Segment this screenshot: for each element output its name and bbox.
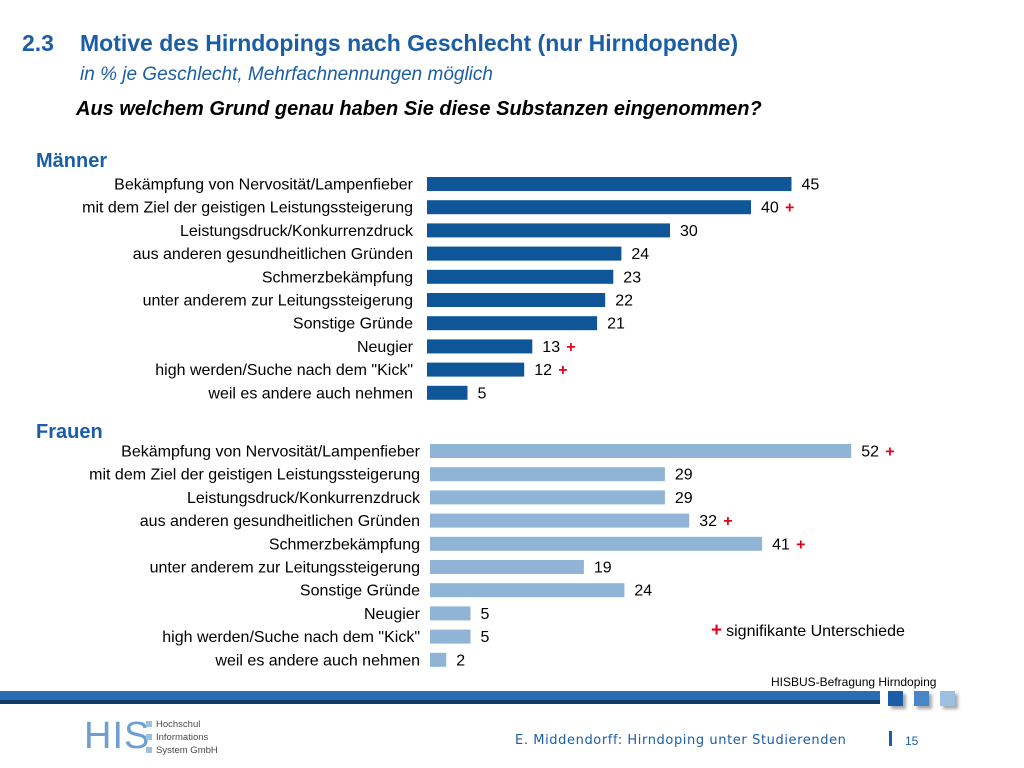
category-label-frauen-9: weil es andere auch nehmen xyxy=(214,652,420,669)
category-label-maenner-2: Leistungsdruck/Konkurrenzdruck xyxy=(180,223,414,240)
bar-maenner-3 xyxy=(427,246,622,261)
bar-maenner-8 xyxy=(427,362,525,377)
footer-separator xyxy=(889,731,892,746)
significance-plus-icon-maenner-8: + xyxy=(558,362,567,379)
category-label-frauen-6: Sonstige Gründe xyxy=(300,583,420,600)
bar-frauen-6 xyxy=(430,583,625,598)
value-label-frauen-3: 32 xyxy=(699,513,717,530)
category-label-frauen-7: Neugier xyxy=(364,606,421,623)
footer-square-light xyxy=(940,691,955,706)
motive-bar-chart: Bekämpfung von Nervosität/Lampenfieber 45… xyxy=(82,177,894,670)
value-label-maenner-0: 45 xyxy=(802,177,820,194)
value-label-frauen-6: 24 xyxy=(634,583,652,600)
bar-frauen-9 xyxy=(430,652,447,667)
bar-maenner-5 xyxy=(427,293,606,307)
page-number: 15 xyxy=(905,734,919,748)
bar-frauen-5 xyxy=(430,560,584,574)
chart-legend: + signifikante Unterschiede xyxy=(711,620,905,642)
bar-maenner-6 xyxy=(427,316,598,331)
page-title: 2.3 Motive des Hirndopings nach Geschlech… xyxy=(22,30,738,57)
survey-question: Aus welchem Grund genau haben Sie diese … xyxy=(76,98,762,120)
group-title-frauen: Frauen xyxy=(36,421,103,443)
bar-frauen-2 xyxy=(430,490,665,505)
category-label-frauen-4: Schmerzbekämpfung xyxy=(269,536,420,553)
page-subtitle: in % je Geschlecht, Mehrfachnennungen mö… xyxy=(80,64,493,85)
title-text: Motive des Hirndopings nach Geschlecht (… xyxy=(80,30,739,56)
logo-text: HIS xyxy=(84,715,151,757)
category-label-maenner-6: Sonstige Gründe xyxy=(293,316,413,333)
category-label-maenner-9: weil es andere auch nehmen xyxy=(207,385,413,402)
footer-bar-shade xyxy=(0,700,880,704)
value-label-frauen-5: 19 xyxy=(594,560,612,577)
value-label-maenner-8: 12 xyxy=(534,362,552,379)
bar-maenner-9 xyxy=(427,385,468,400)
value-label-frauen-8: 5 xyxy=(481,629,490,646)
logo-line-3: System GmbH xyxy=(146,744,218,757)
value-label-maenner-4: 23 xyxy=(623,269,641,286)
value-label-frauen-0: 52 xyxy=(861,444,879,461)
footer-square-mid xyxy=(914,691,929,706)
category-label-maenner-4: Schmerzbekämpfung xyxy=(262,269,413,286)
footer-square-dark xyxy=(888,691,903,706)
value-label-maenner-3: 24 xyxy=(631,246,649,263)
value-label-maenner-5: 22 xyxy=(615,293,633,310)
legend-plus-icon: + xyxy=(711,620,723,641)
value-label-frauen-2: 29 xyxy=(675,490,693,507)
significance-plus-icon-maenner-1: + xyxy=(785,200,794,217)
value-label-maenner-2: 30 xyxy=(680,223,698,240)
footer-bar xyxy=(0,691,880,704)
value-label-frauen-9: 2 xyxy=(456,652,465,669)
bar-maenner-7 xyxy=(427,339,533,354)
value-label-maenner-6: 21 xyxy=(607,316,625,333)
value-label-maenner-1: 40 xyxy=(761,200,779,217)
value-label-frauen-4: 41 xyxy=(772,536,790,553)
significance-plus-icon-frauen-4: + xyxy=(796,536,805,553)
significance-plus-icon-maenner-7: + xyxy=(566,339,575,356)
bar-maenner-1 xyxy=(427,200,751,215)
category-label-maenner-3: aus anderen gesundheitlichen Gründen xyxy=(133,246,413,263)
bar-frauen-3 xyxy=(430,513,690,528)
bar-maenner-4 xyxy=(427,269,614,284)
category-label-frauen-5: unter anderem zur Leitungssteigerung xyxy=(150,560,420,577)
logo-subtext: Hochschul Informations System GmbH xyxy=(146,718,218,757)
bar-frauen-7 xyxy=(430,606,471,621)
value-label-frauen-1: 29 xyxy=(675,467,693,484)
logo-line-2: Informations xyxy=(146,731,218,744)
significance-plus-icon-frauen-3: + xyxy=(723,513,732,530)
footer-author: E. Middendorff: Hirndoping unter Studier… xyxy=(515,733,847,748)
category-label-maenner-5: unter anderem zur Leitungssteigerung xyxy=(143,293,413,310)
category-label-frauen-1: mit dem Ziel der geistigen Leistungsstei… xyxy=(89,467,420,484)
significance-plus-icon-frauen-0: + xyxy=(885,444,894,461)
category-label-frauen-0: Bekämpfung von Nervosität/Lampenfieber xyxy=(121,444,421,461)
group-title-maenner: Männer xyxy=(36,150,108,172)
legend-text: signifikante Unterschiede xyxy=(726,623,905,640)
logo-line-1: Hochschul xyxy=(146,718,218,731)
category-label-maenner-1: mit dem Ziel der geistigen Leistungsstei… xyxy=(82,200,413,217)
category-label-frauen-2: Leistungsdruck/Konkurrenzdruck xyxy=(187,490,421,507)
section-number: 2.3 xyxy=(22,30,54,56)
category-label-frauen-3: aus anderen gesundheitlichen Gründen xyxy=(140,513,420,530)
bar-frauen-4 xyxy=(430,536,763,551)
value-label-maenner-7: 13 xyxy=(542,339,560,356)
source-note: HISBUS-Befragung Hirndoping xyxy=(771,675,937,689)
value-label-maenner-9: 5 xyxy=(478,385,487,402)
bar-frauen-1 xyxy=(430,467,665,482)
bar-frauen-0 xyxy=(430,444,852,458)
value-label-frauen-7: 5 xyxy=(481,606,490,623)
bar-maenner-0 xyxy=(427,177,792,191)
category-label-maenner-7: Neugier xyxy=(357,339,414,356)
category-label-frauen-8: high werden/Suche nach dem "Kick" xyxy=(162,629,420,646)
category-label-maenner-0: Bekämpfung von Nervosität/Lampenfieber xyxy=(114,177,414,194)
bar-maenner-2 xyxy=(427,223,670,238)
bar-frauen-8 xyxy=(430,629,471,644)
category-label-maenner-8: high werden/Suche nach dem "Kick" xyxy=(155,362,413,379)
